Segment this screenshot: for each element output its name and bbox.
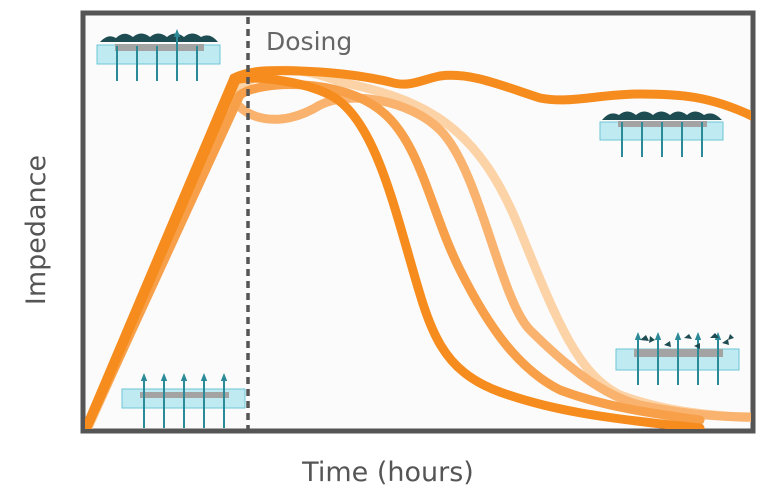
response-curve-light <box>85 79 751 429</box>
response-curve-strongest-drop <box>85 73 705 429</box>
detached-cells-electrode-icon <box>615 332 740 385</box>
empty-electrode-icon <box>121 373 246 428</box>
y-axis-label: Impedance <box>21 155 52 305</box>
x-axis-label: Time (hours) <box>301 457 474 488</box>
response-curve-control <box>85 66 751 429</box>
confluent-cell-monolayer-icon <box>599 111 724 157</box>
dosing-label: Dosing <box>266 27 352 56</box>
confluent-cell-monolayer-icon <box>96 29 221 81</box>
